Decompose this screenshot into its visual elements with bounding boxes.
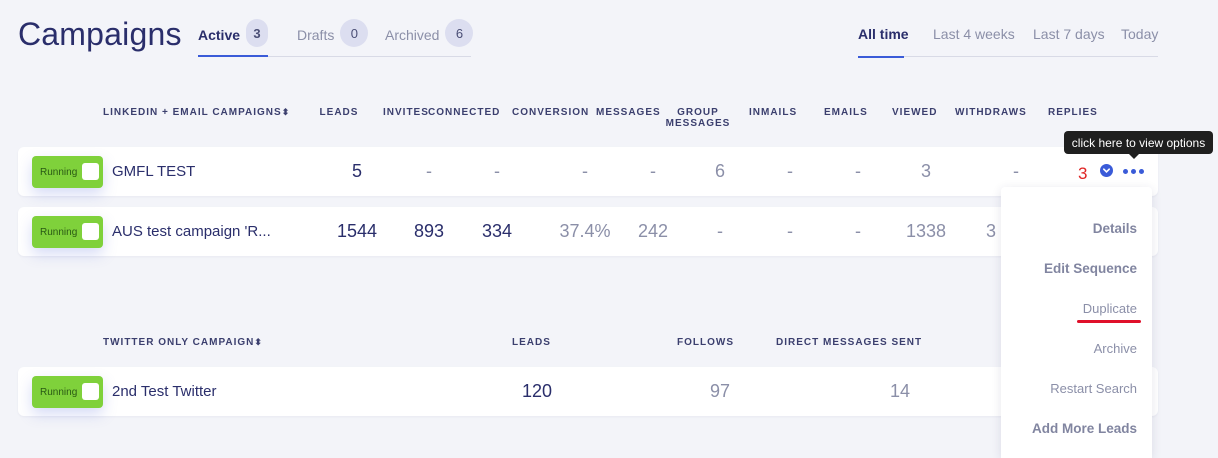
status-toggle[interactable]: Running	[32, 156, 103, 188]
sort-icon: ⬍	[281, 107, 291, 117]
col-header-connected: CONNECTED	[428, 107, 501, 118]
cell-inmails: -	[787, 221, 793, 241]
status-tabs: Active 3 Drafts 0 Archived 6	[198, 18, 474, 57]
status-toggle[interactable]: Running	[32, 216, 103, 248]
menu-item-details[interactable]: Details	[1092, 221, 1137, 236]
table-row[interactable]: Running 2nd Test Twitter 120 97 14	[18, 367, 1158, 416]
cell-messages: -	[650, 161, 656, 181]
table-row[interactable]: Running GMFL TEST 5 - - - - 6 - - 3 -	[18, 147, 1158, 196]
cell-group-messages: -	[717, 221, 723, 241]
cell-replies: 3	[1078, 164, 1088, 183]
cell-connected: 334	[481, 221, 513, 241]
cell-emails: -	[855, 161, 861, 181]
cell-group-messages: 6	[714, 161, 725, 181]
range-all-time[interactable]: All time	[858, 26, 909, 58]
menu-item-edit-sequence[interactable]: Edit Sequence	[1043, 261, 1137, 276]
menu-item-duplicate[interactable]: Duplicate	[1082, 301, 1137, 316]
col-header-follows: FOLLOWS	[677, 337, 734, 348]
status-badge: Running	[40, 227, 78, 238]
more-options-icon[interactable]	[1123, 164, 1145, 178]
cell-viewed: 3	[920, 161, 931, 181]
col-header-emails: EMAILS	[824, 107, 868, 118]
col-header-leads: LEADS	[319, 107, 359, 118]
col-header-campaign-name[interactable]: LINKEDIN + EMAIL CAMPAIGNS⬍	[103, 107, 290, 118]
col-header-group-messages-line2: MESSAGES	[665, 118, 731, 129]
cell-conversion: 37.4%	[559, 221, 611, 241]
campaign-name[interactable]: 2nd Test Twitter	[112, 383, 217, 400]
col-header-twitter-campaign-label: TWITTER ONLY CAMPAIGN	[103, 337, 255, 348]
col-header-direct-messages: DIRECT MESSAGES SENT	[776, 337, 923, 348]
status-checkbox	[82, 223, 99, 240]
col-header-inmails: INMAILS	[749, 107, 798, 118]
cell-conversion: -	[582, 161, 588, 181]
cell-withdraws: 3	[986, 221, 997, 241]
table-row[interactable]: Running AUS test campaign 'R... 1544 893…	[18, 207, 1158, 256]
range-last-4-weeks[interactable]: Last 4 weeks	[933, 26, 1015, 42]
status-toggle[interactable]: Running	[32, 376, 103, 408]
cell-messages: 242	[637, 221, 669, 241]
cell-invites: 893	[413, 221, 445, 241]
tab-drafts-count: 0	[340, 19, 369, 47]
tab-active-count: 3	[246, 19, 268, 47]
col-header-replies: REPLIES	[1048, 107, 1098, 118]
cell-direct-messages: 14	[889, 381, 911, 401]
page-title: Campaigns	[18, 16, 182, 52]
menu-item-add-more-leads[interactable]: Add More Leads	[1031, 421, 1137, 436]
col-header-viewed: VIEWED	[892, 107, 938, 118]
tab-active[interactable]: Active 3	[198, 18, 268, 57]
cell-withdraws: -	[1013, 161, 1019, 181]
col-header-conversion: CONVERSION	[512, 107, 590, 118]
tab-drafts-label: Drafts	[297, 27, 335, 43]
status-badge: Running	[40, 387, 78, 398]
menu-item-restart-search[interactable]: Restart Search	[1050, 381, 1137, 396]
cell-connected: -	[494, 161, 500, 181]
col-header-twitter-leads: LEADS	[512, 337, 551, 348]
campaign-name[interactable]: GMFL TEST	[112, 163, 196, 180]
col-header-twitter-campaign[interactable]: TWITTER ONLY CAMPAIGN⬍	[103, 337, 263, 348]
col-header-withdraws: WITHDRAWS	[955, 107, 1027, 118]
time-range-tabs: All time Last 4 weeks Last 7 days Today	[858, 18, 1159, 58]
cell-viewed: 1338	[905, 221, 947, 241]
chevron-down-icon[interactable]	[1100, 164, 1113, 177]
range-today[interactable]: Today	[1121, 26, 1159, 42]
col-header-messages: MESSAGES	[596, 107, 661, 118]
col-header-invites: INVITES	[383, 107, 429, 118]
cell-twitter-leads: 120	[521, 381, 553, 401]
cell-inmails: -	[787, 161, 793, 181]
tab-archived-label: Archived	[385, 27, 440, 43]
cell-leads: 5	[351, 161, 362, 181]
campaign-name[interactable]: AUS test campaign 'R...	[112, 223, 271, 240]
status-checkbox	[82, 383, 99, 400]
col-header-group-messages-line1: GROUP	[677, 107, 719, 118]
tab-active-label: Active	[198, 27, 241, 43]
tab-archived-count: 6	[445, 19, 474, 47]
tab-drafts[interactable]: Drafts 0	[297, 18, 369, 56]
duplicate-highlight-underline	[1077, 320, 1141, 323]
col-header-group-messages: GROUP MESSAGES	[660, 107, 736, 129]
range-last-7-days[interactable]: Last 7 days	[1033, 26, 1105, 42]
options-tooltip: click here to view options	[1064, 131, 1213, 159]
status-checkbox	[82, 163, 99, 180]
cell-emails: -	[855, 221, 861, 241]
status-badge: Running	[40, 167, 78, 178]
cell-invites: -	[426, 161, 432, 181]
cell-follows: 97	[709, 381, 731, 401]
sort-icon: ⬍	[254, 337, 263, 347]
tab-archived[interactable]: Archived 6	[385, 18, 474, 56]
col-header-campaign-name-label: LINKEDIN + EMAIL CAMPAIGNS	[103, 107, 282, 118]
menu-item-archive[interactable]: Archive	[1093, 341, 1137, 356]
cell-leads: 1544	[336, 221, 378, 241]
